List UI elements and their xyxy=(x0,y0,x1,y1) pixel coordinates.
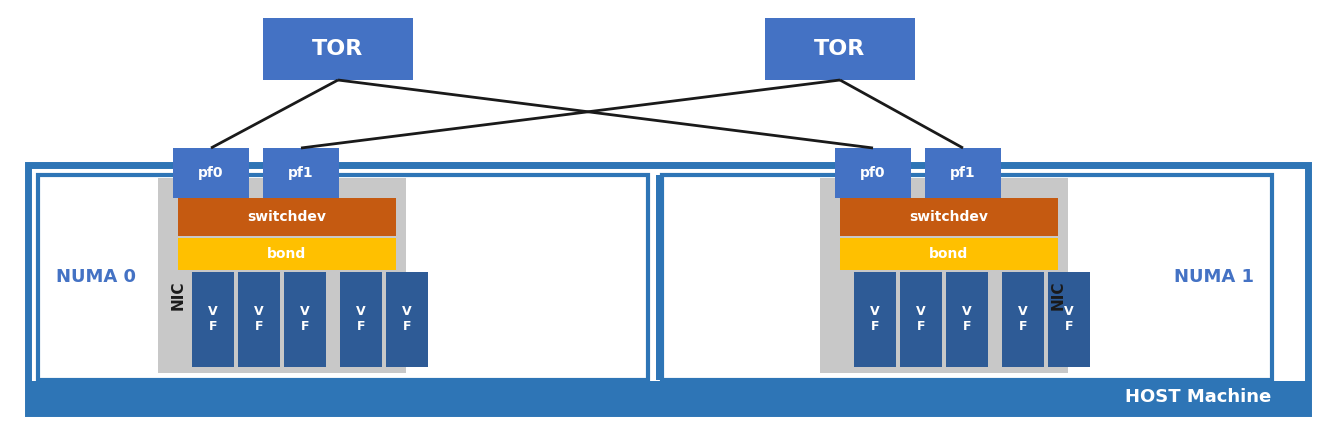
Text: NUMA 1: NUMA 1 xyxy=(1173,268,1253,286)
Bar xyxy=(900,272,942,367)
Bar xyxy=(924,148,1002,198)
Text: pf1: pf1 xyxy=(950,166,976,180)
Text: NIC: NIC xyxy=(1051,280,1066,310)
Text: V
F: V F xyxy=(208,305,218,333)
Bar xyxy=(1002,272,1044,367)
Text: V
F: V F xyxy=(1018,305,1028,333)
Bar xyxy=(173,148,249,198)
Bar xyxy=(655,175,659,380)
Text: V
F: V F xyxy=(300,305,310,333)
Text: pf0: pf0 xyxy=(860,166,886,180)
Bar xyxy=(1048,272,1090,367)
Text: bond: bond xyxy=(930,247,968,261)
Text: switchdev: switchdev xyxy=(248,210,326,224)
Bar xyxy=(284,272,326,367)
Bar xyxy=(662,175,1272,380)
Text: HOST Machine: HOST Machine xyxy=(1126,388,1271,406)
Bar xyxy=(262,148,340,198)
Bar xyxy=(340,272,382,367)
Text: V
F: V F xyxy=(402,305,412,333)
Bar xyxy=(28,165,1308,413)
Text: switchdev: switchdev xyxy=(910,210,988,224)
Bar xyxy=(39,175,647,380)
Bar xyxy=(386,272,428,367)
Text: NIC: NIC xyxy=(170,280,185,310)
Text: V
F: V F xyxy=(254,305,264,333)
Bar xyxy=(262,18,413,80)
Bar xyxy=(765,18,915,80)
Bar xyxy=(28,381,1308,413)
Text: bond: bond xyxy=(268,247,306,261)
Text: V
F: V F xyxy=(870,305,880,333)
Text: V
F: V F xyxy=(356,305,366,333)
Bar xyxy=(840,198,1058,236)
Bar xyxy=(238,272,280,367)
Bar xyxy=(821,178,1068,373)
Bar xyxy=(854,272,896,367)
Bar xyxy=(178,198,396,236)
Bar xyxy=(946,272,988,367)
Bar xyxy=(835,148,911,198)
Text: TOR: TOR xyxy=(814,39,866,59)
Text: NUMA 0: NUMA 0 xyxy=(56,268,136,286)
Text: TOR: TOR xyxy=(313,39,364,59)
Text: V
F: V F xyxy=(1064,305,1074,333)
Text: pf1: pf1 xyxy=(288,166,314,180)
Bar xyxy=(178,238,396,270)
Text: V
F: V F xyxy=(962,305,972,333)
Text: pf0: pf0 xyxy=(198,166,224,180)
Bar xyxy=(192,272,234,367)
Text: V
F: V F xyxy=(916,305,926,333)
Bar xyxy=(840,238,1058,270)
Bar xyxy=(159,178,406,373)
